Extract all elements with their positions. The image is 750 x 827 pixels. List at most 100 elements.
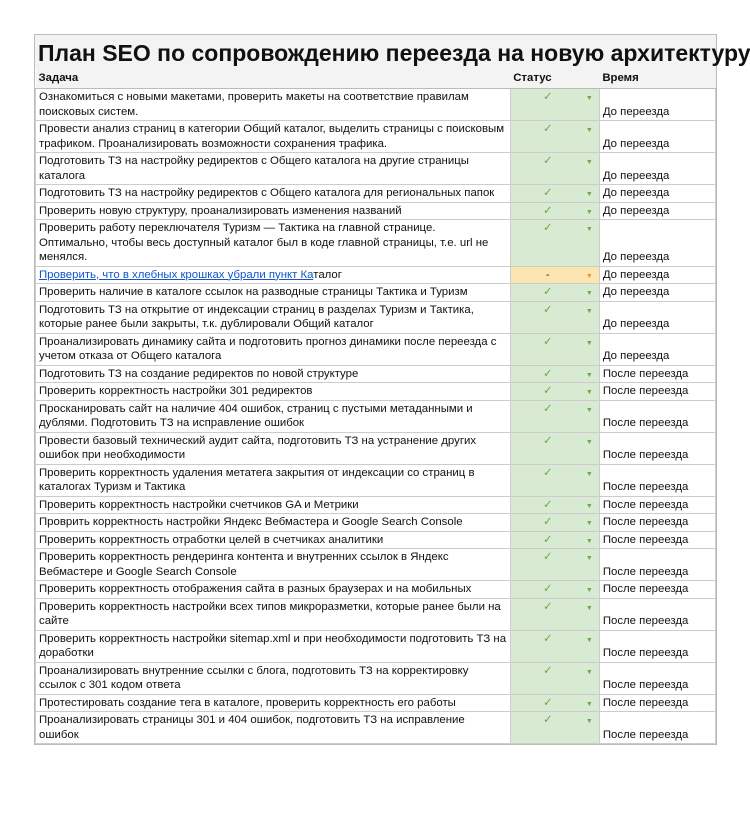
dropdown-arrow-icon[interactable]: ▼ bbox=[585, 604, 593, 612]
status-dropdown[interactable]: ✓ ▼ bbox=[509, 693, 600, 712]
task-cell[interactable]: Проверить корректность настройки 301 ред… bbox=[35, 382, 511, 401]
status-dropdown[interactable]: ✓ ▼ bbox=[509, 283, 600, 302]
status-dropdown[interactable]: ✓ ▼ bbox=[509, 629, 600, 663]
task-cell[interactable]: Проанализировать внутренние ссылки с бло… bbox=[35, 661, 511, 695]
dropdown-arrow-icon[interactable]: ▼ bbox=[585, 520, 593, 527]
dropdown-arrow-icon[interactable]: ▼ bbox=[585, 537, 593, 545]
dropdown-arrow-icon[interactable]: ▼ bbox=[585, 307, 593, 315]
status-dropdown[interactable]: ✓ ▼ bbox=[509, 431, 600, 465]
task-cell[interactable]: Проверить, что в хлебных крошках убрали … bbox=[35, 265, 511, 284]
dropdown-arrow-icon[interactable]: ▼ bbox=[585, 127, 593, 134]
time-cell[interactable]: После переезда bbox=[598, 711, 717, 744]
task-cell[interactable]: Просканировать сайт на наличие 404 ошибо… bbox=[35, 399, 511, 433]
task-cell[interactable]: Провести анализ страниц в категории Общи… bbox=[35, 120, 511, 153]
time-cell[interactable]: После переезда bbox=[598, 548, 717, 581]
task-cell[interactable]: Проверить работу переключателя Туризм — … bbox=[35, 219, 511, 267]
dropdown-arrow-icon[interactable]: ▼ bbox=[585, 95, 593, 102]
time-cell[interactable]: До переезда bbox=[598, 265, 717, 284]
status-dropdown[interactable]: ✓ ▼ bbox=[509, 382, 600, 401]
status-dropdown[interactable]: ✓ ▼ bbox=[509, 300, 600, 334]
status-dropdown[interactable]: ✓ ▼ bbox=[509, 88, 600, 121]
status-dropdown[interactable]: ✓ ▼ bbox=[509, 152, 600, 185]
time-cell[interactable]: После переезда bbox=[598, 431, 717, 465]
status-dropdown[interactable]: ✓ ▼ bbox=[509, 399, 600, 433]
status-dropdown[interactable]: - ▼ bbox=[509, 265, 600, 284]
status-dropdown[interactable]: ✓ ▼ bbox=[509, 711, 600, 744]
dropdown-arrow-icon[interactable]: ▼ bbox=[585, 636, 593, 644]
dropdown-arrow-icon[interactable]: ▼ bbox=[585, 718, 593, 725]
task-cell[interactable]: Провести базовый технический аудит сайта… bbox=[35, 431, 511, 465]
status-dropdown[interactable]: ✓ ▼ bbox=[509, 597, 600, 631]
task-cell[interactable]: Проверить корректность настройки sitemap… bbox=[35, 629, 511, 663]
status-dropdown[interactable]: ✓ ▼ bbox=[509, 495, 600, 514]
task-cell[interactable]: Проанализировать страницы 301 и 404 ошиб… bbox=[35, 711, 511, 744]
dropdown-arrow-icon[interactable]: ▼ bbox=[585, 555, 593, 562]
dropdown-arrow-icon[interactable]: ▼ bbox=[585, 226, 593, 233]
task-cell[interactable]: Проверить корректность настройки всех ти… bbox=[35, 597, 511, 631]
status-dropdown[interactable]: ✓ ▼ bbox=[509, 120, 600, 153]
time-cell[interactable]: До переезда bbox=[598, 332, 717, 366]
dropdown-arrow-icon[interactable]: ▼ bbox=[585, 502, 593, 510]
status-dropdown[interactable]: ✓ ▼ bbox=[509, 463, 600, 497]
dropdown-arrow-icon[interactable]: ▼ bbox=[585, 208, 593, 216]
time-cell[interactable]: После переезда bbox=[598, 399, 717, 433]
task-cell[interactable]: Проверить корректность отработки целей в… bbox=[35, 530, 511, 549]
time-cell[interactable]: После переезда bbox=[598, 661, 717, 695]
dropdown-arrow-icon[interactable]: ▼ bbox=[585, 389, 593, 396]
time-cell[interactable]: До переезда bbox=[598, 219, 717, 267]
time-cell[interactable]: До переезда bbox=[598, 152, 717, 185]
task-cell[interactable]: Проверить наличие в каталоге ссылок на р… bbox=[35, 283, 511, 302]
time-cell[interactable]: До переезда bbox=[598, 88, 717, 121]
task-cell[interactable]: Проанализировать динамику сайта и подгот… bbox=[35, 332, 511, 366]
task-cell[interactable]: Подготовить ТЗ на создание редиректов по… bbox=[35, 364, 511, 383]
task-cell[interactable]: Проверить корректность отображения сайта… bbox=[35, 580, 511, 599]
status-dropdown[interactable]: ✓ ▼ bbox=[509, 530, 600, 549]
time-cell[interactable]: До переезда bbox=[598, 184, 717, 203]
time-cell[interactable]: После переезда bbox=[598, 629, 717, 663]
time-cell[interactable]: После переезда bbox=[598, 597, 717, 631]
task-cell[interactable]: Протестировать создание тега в каталоге,… bbox=[35, 693, 511, 712]
time-cell[interactable]: После переезда bbox=[598, 463, 717, 497]
time-cell[interactable]: После переезда bbox=[598, 495, 717, 514]
dropdown-arrow-icon[interactable]: ▼ bbox=[585, 339, 593, 347]
task-cell[interactable]: Ознакомиться с новыми макетами, проверит… bbox=[35, 88, 511, 121]
task-cell[interactable]: Подготовить ТЗ на настройку редиректов с… bbox=[35, 152, 511, 185]
time-cell[interactable]: До переезда bbox=[598, 201, 717, 220]
time-cell[interactable]: После переезда bbox=[598, 580, 717, 599]
dropdown-arrow-icon[interactable]: ▼ bbox=[585, 191, 593, 198]
time-cell[interactable]: После переезда bbox=[598, 382, 717, 401]
status-dropdown[interactable]: ✓ ▼ bbox=[509, 548, 600, 581]
status-dropdown[interactable]: ✓ ▼ bbox=[509, 580, 600, 599]
time-cell[interactable]: До переезда bbox=[598, 120, 717, 153]
status-dropdown[interactable]: ✓ ▼ bbox=[509, 201, 600, 220]
dropdown-arrow-icon[interactable]: ▼ bbox=[585, 406, 593, 414]
time-cell[interactable]: До переезда bbox=[598, 283, 717, 302]
time-cell[interactable]: После переезда bbox=[598, 364, 717, 383]
task-cell[interactable]: Проверить корректность удаления метатега… bbox=[35, 463, 511, 497]
dropdown-arrow-icon[interactable]: ▼ bbox=[585, 700, 593, 708]
dropdown-arrow-icon[interactable]: ▼ bbox=[585, 668, 593, 676]
task-cell[interactable]: Проверить корректность рендеринга контен… bbox=[35, 548, 511, 581]
dropdown-arrow-icon[interactable]: ▼ bbox=[585, 438, 593, 446]
time-cell[interactable]: После переезда bbox=[598, 513, 717, 532]
task-link[interactable]: Проверить, что в хлебных крошках убрали … bbox=[39, 268, 314, 281]
status-dropdown[interactable]: ✓ ▼ bbox=[509, 219, 600, 267]
task-cell[interactable]: Проверить корректность настройки счетчик… bbox=[35, 495, 511, 514]
status-dropdown[interactable]: ✓ ▼ bbox=[509, 661, 600, 695]
dropdown-arrow-icon[interactable]: ▼ bbox=[585, 159, 593, 166]
task-cell[interactable]: Подготовить ТЗ на настройку редиректов с… bbox=[35, 184, 511, 203]
task-cell[interactable]: Проврить корректность настройки Яндекс В… bbox=[35, 513, 511, 532]
time-cell[interactable]: После переезда bbox=[598, 530, 717, 549]
dropdown-arrow-icon[interactable]: ▼ bbox=[585, 470, 593, 478]
status-dropdown[interactable]: ✓ ▼ bbox=[509, 364, 600, 383]
time-cell[interactable]: До переезда bbox=[598, 300, 717, 334]
time-cell[interactable]: После переезда bbox=[598, 693, 717, 712]
dropdown-arrow-icon[interactable]: ▼ bbox=[585, 371, 593, 379]
status-dropdown[interactable]: ✓ ▼ bbox=[509, 513, 600, 532]
status-dropdown[interactable]: ✓ ▼ bbox=[509, 332, 600, 366]
task-cell[interactable]: Подготовить ТЗ на открытие от индексации… bbox=[35, 300, 511, 334]
dropdown-arrow-icon[interactable]: ▼ bbox=[585, 587, 593, 594]
status-dropdown[interactable]: ✓ ▼ bbox=[509, 184, 600, 203]
task-cell[interactable]: Проверить новую структуру, проанализиров… bbox=[35, 201, 511, 220]
dropdown-arrow-icon[interactable]: ▼ bbox=[585, 272, 593, 280]
